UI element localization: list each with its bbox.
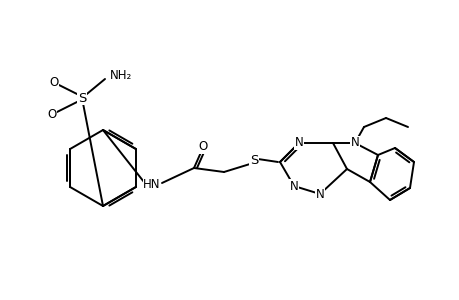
Text: NH₂: NH₂ (110, 68, 132, 82)
Text: S: S (249, 154, 257, 167)
Text: O: O (47, 109, 56, 122)
Text: S: S (78, 92, 86, 104)
Text: O: O (49, 76, 58, 88)
Text: N: N (350, 136, 358, 149)
Text: N: N (294, 136, 303, 149)
Text: N: N (289, 179, 298, 193)
Text: N: N (315, 188, 324, 200)
Text: O: O (198, 140, 207, 154)
Text: HN: HN (143, 178, 160, 191)
